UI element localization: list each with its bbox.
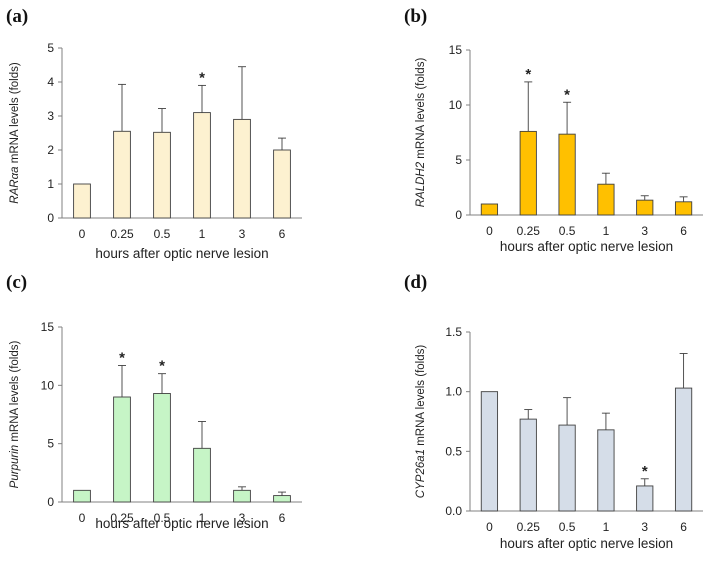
panel-label-a: (a) xyxy=(6,6,29,27)
y-tick-label: 1.0 xyxy=(445,385,462,399)
y-axis-label-gene: RALDH2 xyxy=(415,161,427,207)
y-tick-label: 0 xyxy=(47,211,54,225)
y-axis-label: CYP26a1 mRNA levels (folds) xyxy=(415,345,427,499)
chart-panel-c: 0 5 10 15 0 * 0.25 * 0.5 1 3 6 hours after optic ner… xyxy=(9,320,302,531)
x-tick-label: 0.5 xyxy=(154,227,171,241)
x-axis-label: hours after optic nerve lesion xyxy=(500,239,673,254)
bar xyxy=(519,418,537,512)
y-axis-label-text: mRNA levels (folds) xyxy=(9,62,21,166)
y-tick-label: 3 xyxy=(47,109,54,123)
x-tick-label: 6 xyxy=(680,520,687,534)
y-tick-label: 5 xyxy=(47,437,54,451)
bar xyxy=(480,391,499,512)
y-tick-label: 0.5 xyxy=(445,444,462,458)
x-tick-label: 0 xyxy=(486,520,493,534)
x-tick-label: 6 xyxy=(279,227,286,241)
bar xyxy=(73,183,91,219)
chart-panel-a: 0 1 2 3 4 5 0 0.25 0.5 * 1 3 6 hours after optic nerv… xyxy=(0,0,358,284)
x-tick-label: 3 xyxy=(641,520,648,534)
x-tick-label: 0.25 xyxy=(517,224,541,238)
y-axis-label-gene: Purpurin xyxy=(9,445,21,488)
bar xyxy=(73,489,91,503)
y-axis-label: Purpurin mRNA levels (folds) xyxy=(9,341,21,489)
y-axis-label-gene: CYP26a1 xyxy=(415,449,427,498)
x-tick-label: 0.5 xyxy=(154,511,171,525)
y-axis-label-text: mRNA levels (folds) xyxy=(415,345,427,449)
y-tick-label: 4 xyxy=(47,75,54,89)
significance-marker: * xyxy=(119,350,125,367)
bar xyxy=(636,485,654,512)
x-tick-label: 6 xyxy=(279,511,286,525)
x-axis-label: hours after optic nerve lesion xyxy=(95,516,268,531)
chart-b-svg: 0 5 10 15 0 * 0.25 * 0.5 1 3 6 hours after optic ner… xyxy=(415,43,703,254)
x-axis-label: hours after optic nerve lesion xyxy=(95,246,268,261)
x-tick-label: 0 xyxy=(79,511,86,525)
y-tick-label: 15 xyxy=(449,43,463,57)
x-tick-label: 0.25 xyxy=(110,511,134,525)
x-axis-label: hours after optic nerve lesion xyxy=(500,536,673,551)
bar xyxy=(597,429,615,512)
y-tick-label: 0.0 xyxy=(445,504,462,518)
chart-a-svg: 0 1 2 3 4 5 0 0.25 0.5 * 1 3 6 hours after optic nerv… xyxy=(9,41,302,261)
x-tick-label: 3 xyxy=(641,224,648,238)
y-axis-label-gene: RARαa xyxy=(9,166,21,203)
x-tick-label: 0.25 xyxy=(110,227,134,241)
y-tick-label: 2 xyxy=(47,143,54,157)
y-tick-label: 0 xyxy=(455,208,462,222)
bar xyxy=(558,424,576,512)
y-axis-label-text: mRNA levels (folds) xyxy=(415,58,427,162)
y-tick-label: 5 xyxy=(455,153,462,167)
x-tick-label: 1 xyxy=(199,227,206,241)
x-tick-label: 1 xyxy=(603,224,610,238)
y-tick-label: 10 xyxy=(449,98,463,112)
x-tick-label: 1 xyxy=(603,520,610,534)
panel-label-d: (d) xyxy=(404,272,428,293)
y-axis-label: RARαa mRNA levels (folds) xyxy=(9,62,21,204)
y-tick-label: 15 xyxy=(41,320,55,334)
bar xyxy=(674,387,693,512)
x-tick-label: 0.5 xyxy=(559,224,576,238)
bar xyxy=(480,203,499,216)
y-tick-label: 10 xyxy=(41,378,55,392)
x-tick-label: 0.25 xyxy=(517,520,541,534)
significance-marker: * xyxy=(159,358,165,375)
x-tick-label: 3 xyxy=(239,227,246,241)
panel-label-b: (b) xyxy=(404,6,428,27)
x-tick-label: 6 xyxy=(680,224,687,238)
x-tick-label: 0 xyxy=(486,224,493,238)
x-tick-label: 0 xyxy=(79,227,86,241)
x-tick-label: 0.5 xyxy=(559,520,576,534)
x-tick-label: 1 xyxy=(199,511,206,525)
significance-marker: * xyxy=(199,69,205,86)
significance-marker: * xyxy=(525,66,531,83)
y-tick-label: 1 xyxy=(47,177,54,191)
significance-marker: * xyxy=(642,463,648,480)
y-axis-label: RALDH2 mRNA levels (folds) xyxy=(415,58,427,208)
y-tick-label: 5 xyxy=(47,41,54,55)
chart-panel-b: 0 5 10 15 0 * 0.25 * 0.5 1 3 6 hours after optic ner… xyxy=(415,43,703,254)
chart-c-svg: 0 5 10 15 0 * 0.25 * 0.5 1 3 6 hours after optic ner… xyxy=(9,320,302,531)
y-tick-label: 1.5 xyxy=(445,325,462,339)
x-tick-label: 3 xyxy=(239,511,246,525)
y-tick-label: 0 xyxy=(47,495,54,509)
y-axis-label-text: mRNA levels (folds) xyxy=(9,341,21,445)
significance-marker: * xyxy=(564,86,570,103)
panel-label-c: (c) xyxy=(6,272,28,293)
